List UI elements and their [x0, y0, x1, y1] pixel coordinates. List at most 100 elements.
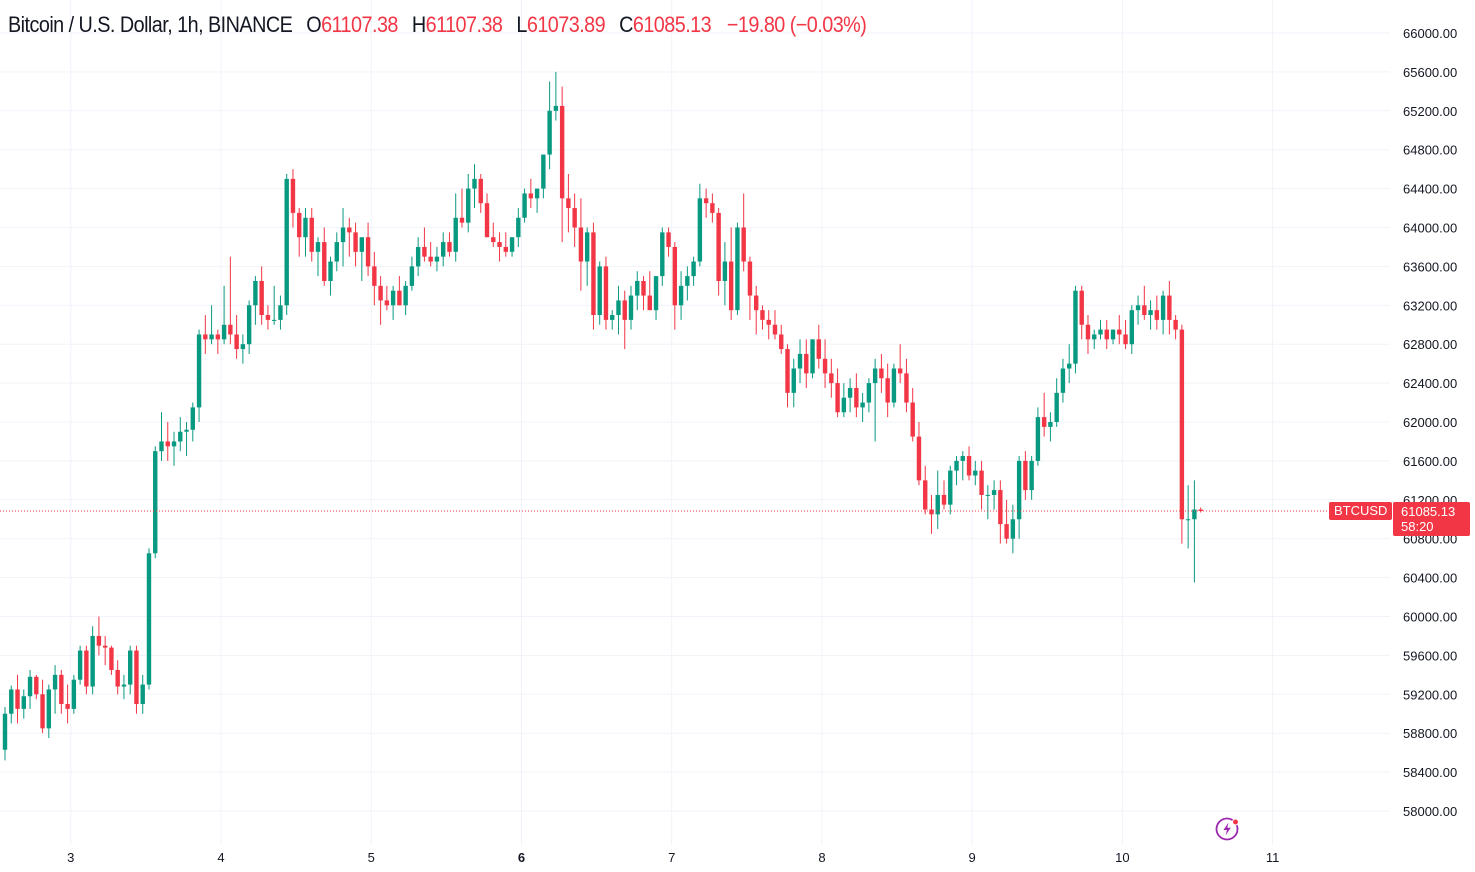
candle[interactable]: [171, 431, 177, 466]
candle[interactable]: [1092, 329, 1097, 350]
candle[interactable]: [140, 674, 145, 714]
candle[interactable]: [791, 358, 796, 408]
candle[interactable]: [1010, 504, 1016, 554]
candle[interactable]: [810, 339, 815, 379]
candle[interactable]: [328, 256, 333, 296]
candle[interactable]: [547, 81, 552, 170]
candle[interactable]: [829, 358, 834, 398]
candle[interactable]: [15, 674, 20, 724]
candle[interactable]: [1179, 324, 1185, 544]
candle[interactable]: [215, 329, 221, 354]
candle[interactable]: [422, 227, 427, 262]
candle[interactable]: [998, 480, 1003, 544]
candle[interactable]: [566, 174, 571, 233]
candle[interactable]: [710, 193, 715, 223]
candle[interactable]: [9, 685, 14, 724]
candle[interactable]: [804, 339, 809, 388]
candle[interactable]: [190, 402, 195, 442]
candle[interactable]: [541, 154, 546, 199]
candle[interactable]: [835, 368, 840, 418]
candle[interactable]: [2, 706, 8, 761]
candle[interactable]: [340, 208, 346, 267]
candle[interactable]: [159, 412, 164, 461]
candle[interactable]: [303, 208, 308, 257]
candle[interactable]: [466, 174, 471, 233]
candle[interactable]: [973, 460, 978, 486]
candle[interactable]: [910, 387, 915, 442]
candle[interactable]: [284, 174, 289, 316]
candle[interactable]: [666, 227, 671, 257]
candle[interactable]: [1110, 329, 1116, 345]
candle[interactable]: [1035, 407, 1041, 466]
candle[interactable]: [503, 232, 508, 257]
candle[interactable]: [628, 285, 634, 330]
candle[interactable]: [559, 86, 565, 243]
candle[interactable]: [691, 256, 696, 286]
candle[interactable]: [221, 285, 227, 345]
candle[interactable]: [841, 383, 847, 418]
candle[interactable]: [904, 358, 909, 413]
candle[interactable]: [1054, 378, 1059, 427]
candle[interactable]: [1142, 285, 1147, 320]
candle[interactable]: [653, 276, 659, 320]
candle[interactable]: [516, 208, 521, 247]
candle[interactable]: [703, 188, 709, 218]
candle[interactable]: [428, 242, 433, 267]
candle[interactable]: [728, 227, 734, 320]
candle[interactable]: [534, 188, 540, 213]
candle[interactable]: [1129, 305, 1134, 354]
candle[interactable]: [102, 635, 108, 666]
candle[interactable]: [672, 242, 678, 330]
candle[interactable]: [315, 237, 321, 277]
candle[interactable]: [90, 626, 95, 695]
candle[interactable]: [1135, 295, 1141, 325]
candle[interactable]: [891, 363, 897, 408]
candle[interactable]: [553, 71, 559, 121]
candle[interactable]: [271, 285, 277, 325]
candle[interactable]: [860, 392, 865, 422]
symbol-legend[interactable]: Bitcoin / U.S. Dollar, 1h, BINANCE O6110…: [8, 10, 867, 40]
candle[interactable]: [52, 665, 58, 714]
candle[interactable]: [46, 684, 52, 739]
candle[interactable]: [1016, 456, 1022, 539]
candle[interactable]: [1073, 285, 1078, 374]
candle[interactable]: [948, 465, 953, 515]
candle[interactable]: [522, 188, 527, 223]
candle[interactable]: [491, 222, 496, 247]
candle[interactable]: [434, 246, 440, 272]
candle[interactable]: [1192, 480, 1197, 583]
candle[interactable]: [1067, 344, 1072, 384]
candle[interactable]: [347, 217, 352, 257]
candle[interactable]: [378, 276, 383, 325]
candle[interactable]: [1104, 319, 1109, 350]
candle[interactable]: [772, 310, 778, 340]
candle[interactable]: [165, 422, 170, 461]
candle[interactable]: [27, 669, 33, 709]
candle[interactable]: [741, 193, 746, 272]
candle[interactable]: [1117, 315, 1122, 345]
candle[interactable]: [65, 684, 70, 724]
candle[interactable]: [472, 164, 477, 209]
candle[interactable]: [1085, 315, 1091, 354]
lightning-icon[interactable]: [1214, 815, 1242, 843]
candle[interactable]: [372, 251, 377, 306]
candle[interactable]: [885, 363, 890, 418]
candle[interactable]: [916, 422, 922, 486]
candle[interactable]: [797, 339, 803, 384]
candle[interactable]: [716, 208, 721, 296]
candle[interactable]: [278, 295, 283, 330]
candle[interactable]: [766, 310, 771, 340]
candle[interactable]: [178, 417, 183, 452]
candle[interactable]: [253, 276, 258, 325]
candle[interactable]: [603, 256, 609, 330]
candle[interactable]: [697, 183, 703, 267]
candle[interactable]: [71, 674, 77, 714]
candle[interactable]: [610, 310, 615, 330]
candle[interactable]: [196, 329, 202, 422]
candle[interactable]: [384, 285, 390, 311]
candle[interactable]: [785, 344, 790, 408]
candle[interactable]: [109, 645, 114, 675]
candle[interactable]: [390, 285, 396, 320]
candle[interactable]: [1048, 412, 1053, 442]
candle[interactable]: [209, 305, 214, 345]
